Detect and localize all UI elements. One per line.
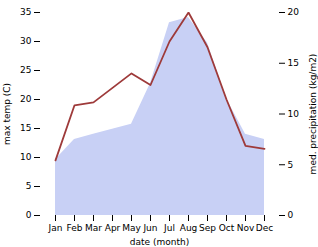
svg-text:date (month): date (month): [130, 237, 189, 247]
svg-text:0: 0: [288, 210, 294, 220]
svg-text:0: 0: [26, 210, 32, 220]
svg-text:Dec: Dec: [256, 223, 273, 233]
svg-text:Jul: Jul: [163, 223, 175, 233]
svg-text:30: 30: [20, 36, 32, 46]
svg-text:15: 15: [20, 123, 31, 133]
svg-text:Jun: Jun: [142, 223, 157, 233]
svg-text:Oct: Oct: [219, 223, 235, 233]
svg-text:Apr: Apr: [105, 223, 121, 233]
svg-text:10: 10: [288, 109, 300, 119]
svg-text:10: 10: [20, 152, 32, 162]
svg-text:35: 35: [20, 7, 31, 17]
svg-text:15: 15: [288, 58, 299, 68]
svg-text:5: 5: [26, 181, 32, 191]
svg-text:med. precipitation (kg/m2): med. precipitation (kg/m2): [308, 54, 318, 175]
svg-text:Nov: Nov: [237, 223, 255, 233]
svg-text:Mar: Mar: [85, 223, 102, 233]
svg-text:max temp (C): max temp (C): [2, 83, 12, 145]
svg-text:Aug: Aug: [180, 223, 198, 233]
svg-text:5: 5: [288, 160, 294, 170]
svg-text:Sep: Sep: [199, 223, 216, 233]
svg-text:Feb: Feb: [67, 223, 83, 233]
svg-text:May: May: [122, 223, 141, 233]
svg-text:20: 20: [288, 7, 300, 17]
svg-text:Jan: Jan: [48, 223, 63, 233]
svg-text:20: 20: [20, 94, 32, 104]
svg-text:25: 25: [20, 65, 31, 75]
